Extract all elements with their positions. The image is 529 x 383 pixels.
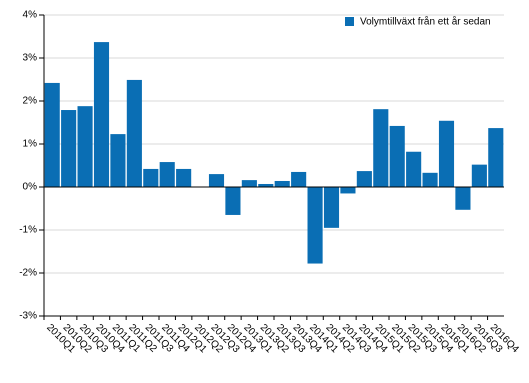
y-tick-label: 3% [23, 53, 38, 64]
bar [373, 109, 389, 187]
bar [143, 168, 159, 187]
bar [356, 171, 372, 187]
bar [61, 110, 77, 187]
y-tick-label: -1% [19, 225, 37, 236]
bar [307, 187, 323, 264]
bar [488, 128, 504, 187]
bar [291, 171, 307, 187]
bar [77, 106, 93, 187]
bar [438, 120, 455, 187]
bar [340, 187, 356, 194]
bar [44, 82, 60, 187]
y-tick-label: 0% [23, 182, 38, 193]
legend-label: Volymtillväxt från ett år sedan [360, 16, 491, 28]
y-tick-label: 4% [23, 10, 38, 21]
bar [274, 180, 290, 187]
y-tick-label: -3% [19, 311, 37, 322]
bar [389, 125, 405, 187]
bar [93, 42, 110, 188]
bar [176, 168, 192, 187]
bar [126, 79, 142, 187]
bar [159, 162, 175, 187]
bar [323, 187, 340, 228]
y-tick-label: 1% [23, 139, 38, 150]
y-tick-label: 2% [23, 96, 38, 107]
y-tick-label: -2% [19, 268, 37, 279]
bar [406, 151, 422, 187]
legend-swatch [345, 17, 354, 26]
bar [471, 164, 487, 187]
bar [241, 180, 257, 187]
bar [422, 172, 438, 187]
bar [208, 174, 225, 187]
bar [258, 183, 274, 187]
bar [455, 187, 471, 210]
bar [110, 134, 126, 187]
bar [225, 187, 241, 215]
